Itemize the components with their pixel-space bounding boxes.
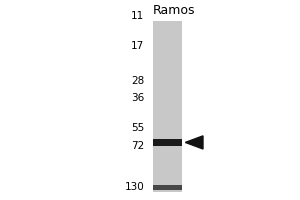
Text: 17: 17	[131, 41, 144, 51]
Text: 72: 72	[131, 141, 144, 151]
Bar	[153, 21, 182, 192]
Text: 55: 55	[131, 123, 144, 133]
Text: 11: 11	[131, 11, 144, 21]
Bar	[153, 185, 182, 190]
Text: 36: 36	[131, 93, 144, 103]
Polygon shape	[185, 136, 203, 149]
Text: 28: 28	[131, 76, 144, 86]
Text: 130: 130	[124, 182, 144, 192]
Bar	[153, 139, 182, 146]
Text: Ramos: Ramos	[152, 4, 195, 17]
